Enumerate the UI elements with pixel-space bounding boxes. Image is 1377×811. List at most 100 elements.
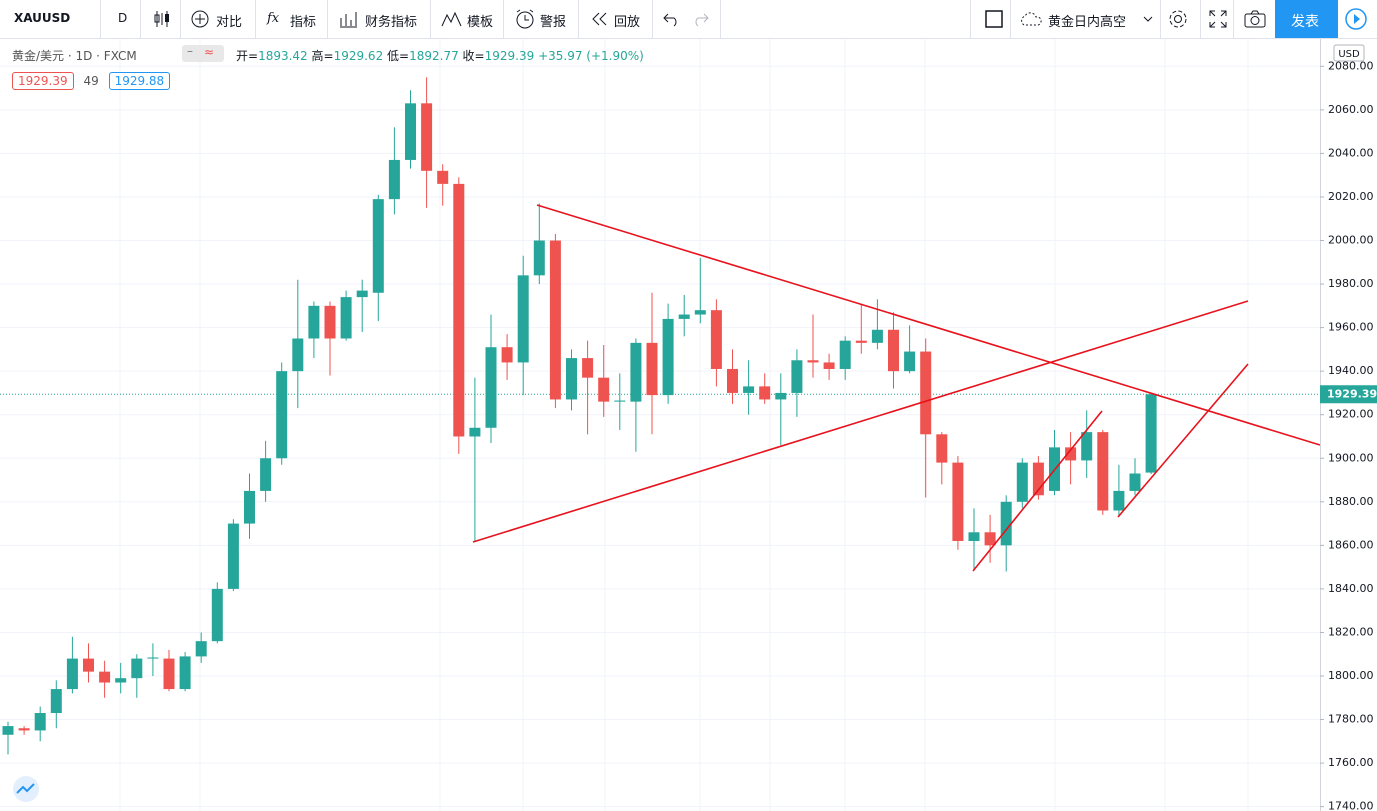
y-tick-label: 1780.00 [1328,713,1374,726]
play[interactable] [1344,7,1368,31]
quote-row: 1929.39 49 1929.88 [12,72,171,90]
interval[interactable]: D [118,11,128,25]
last-price-label: 1929.39 [1327,387,1377,400]
candle-body [66,658,78,690]
y-tick-label: 1900.00 [1328,451,1374,464]
y-tick-label: 1840.00 [1328,582,1374,595]
legend-ohlc: 开=1893.42 高=1929.62 低=1892.77 收=1929.39 … [236,47,644,64]
currency-box [1333,44,1365,62]
candle-body [18,728,30,731]
candle-body [405,103,416,160]
ohlc-value: 1929.39 [484,49,535,63]
fx-icon[interactable]: fx [267,11,280,26]
candle-body [694,310,706,315]
y-tick-label: 2060.00 [1328,103,1374,116]
candle-body [211,588,223,642]
compare-icon[interactable] [190,9,210,29]
snapshot[interactable] [1243,9,1267,29]
replay[interactable]: 回放 [614,15,641,30]
candle-body [453,183,465,437]
replay-icon[interactable] [590,9,610,29]
candle-body [871,329,883,343]
publish-button[interactable] [1275,0,1338,38]
template-icon[interactable] [441,9,463,29]
candle-body [839,340,851,369]
candle-body [501,347,513,363]
candle-body [115,678,127,683]
legend-toggle[interactable]: – ≈ [182,44,224,62]
candle-body [566,358,577,400]
candle-body [421,103,433,171]
candle-body [340,297,352,339]
y-tick-label: 1960.00 [1328,321,1374,334]
candle-body [1000,501,1012,546]
currency: USD [1338,49,1360,60]
candle-body [791,360,803,393]
chevron[interactable] [1142,13,1154,25]
candle-body [743,386,755,393]
templates[interactable]: 模板 [467,15,494,30]
toolbar: XAUUSD D 对比 fx 指标 财务指标 模板 警报 回放 黄金日内高空 发… [0,0,1377,39]
y-tick-label: 1940.00 [1328,364,1374,377]
y-tick-label: 2020.00 [1328,190,1374,203]
candle-body [775,392,787,400]
candle-body [1097,432,1109,511]
price-axis [1320,38,1377,811]
alert-icon[interactable] [514,8,536,30]
compare[interactable]: 对比 [216,15,243,30]
cloud-icon[interactable] [1018,9,1046,29]
candle-body [582,358,594,378]
financials[interactable]: 财务指标 [365,15,418,30]
candle-body [968,532,980,541]
candle-body [131,658,143,679]
candle-body [920,351,932,435]
candle-body [662,318,674,396]
candle-body [195,641,207,657]
candle-body [759,386,771,400]
fullscreen[interactable] [1208,9,1228,29]
legend-symbol: 黄金/美元 · 1D · FXCM [12,49,137,63]
candle-body [388,159,400,200]
y-tick-label: 1860.00 [1328,538,1374,551]
candle-body [244,490,255,524]
candle-body [372,199,384,293]
y-tick-label: 1980.00 [1328,277,1374,290]
settings[interactable] [1167,8,1189,30]
y-tick-label: 1920.00 [1328,408,1374,421]
redo[interactable] [690,9,710,29]
publish[interactable]: 发表 [1291,14,1319,30]
candle-body [50,689,62,714]
candle-body [179,656,191,690]
indicators[interactable]: 指标 [290,15,317,30]
ohlc-label: 低= [387,49,410,63]
trend-line [1117,363,1249,518]
candle-body [549,240,561,400]
candle-body [437,170,449,184]
y-tick-label: 2000.00 [1328,234,1374,247]
ohlc-label: 开= [236,49,259,63]
checkbox[interactable] [984,9,1004,29]
financials-icon[interactable] [338,9,358,29]
ohlc-value: 1893.42 [258,49,308,63]
candle-body [952,462,964,541]
alerts[interactable]: 警报 [540,15,567,30]
y-tick-label: 2040.00 [1328,146,1374,159]
y-tick-label: 1820.00 [1328,625,1374,638]
candle-body [984,532,996,546]
y-tick-label: 1740.00 [1328,800,1374,811]
y-tick-label: 2080.00 [1328,59,1374,72]
candle-body [227,523,239,589]
candle-body [936,434,948,463]
candle-icon[interactable] [152,9,172,29]
idea-name[interactable]: 黄金日内高空 [1048,15,1127,30]
undo[interactable] [662,9,682,29]
symbol[interactable]: XAUUSD [14,11,71,25]
spread: 49 [83,74,99,88]
candle-body [163,658,175,690]
candle-body [888,329,899,372]
candle-body [1129,473,1141,491]
candle-body [99,671,111,683]
candle-body [823,362,835,369]
